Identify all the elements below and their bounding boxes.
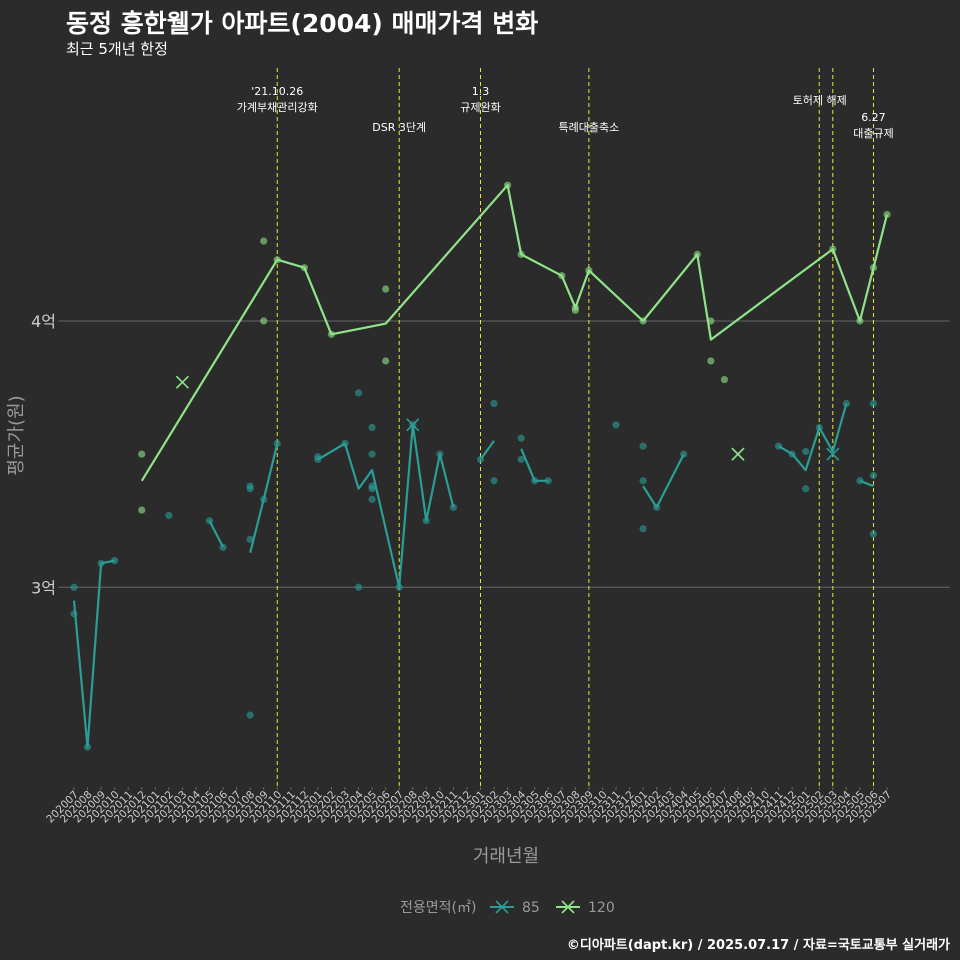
data-point — [368, 450, 376, 458]
data-point — [260, 317, 268, 325]
chart-subtitle: 최근 5개년 한정 — [66, 40, 168, 58]
data-point — [639, 525, 647, 533]
data-point — [517, 434, 525, 442]
legend-title: 전용면적(㎡) — [400, 900, 476, 916]
data-point — [612, 421, 620, 429]
series-line — [140, 184, 889, 482]
data-point — [354, 583, 363, 591]
x-axis-title: 거래년월 — [473, 846, 539, 867]
event-label: 가계부채관리강화 — [237, 101, 318, 114]
data-point — [707, 357, 715, 365]
series-85 — [70, 389, 878, 751]
data-point — [639, 442, 647, 450]
data-point — [517, 455, 525, 464]
event-label: 1.3 — [472, 85, 490, 98]
data-point — [802, 485, 810, 493]
data-point — [246, 711, 254, 719]
single-marker — [826, 447, 840, 461]
y-tick-label: 4억 — [31, 312, 56, 331]
event-label: DSR 3단계 — [372, 121, 426, 134]
data-point — [869, 530, 878, 538]
single-marker — [731, 447, 745, 461]
data-point — [490, 477, 498, 485]
legend-key-marker — [561, 900, 575, 914]
data-point — [382, 285, 390, 293]
data-point — [639, 477, 647, 485]
legend-label: 120 — [588, 900, 615, 916]
data-point — [571, 306, 579, 314]
legend-label: 85 — [522, 900, 540, 916]
data-point — [869, 471, 878, 480]
data-point — [490, 399, 498, 408]
series-line — [520, 448, 549, 482]
series-line — [642, 453, 685, 509]
y-tick-label: 3억 — [31, 578, 56, 597]
event-label: 대출규제 — [853, 127, 893, 140]
single-marker — [175, 375, 189, 389]
series-line — [479, 440, 495, 461]
data-point — [368, 495, 376, 503]
series-line — [859, 479, 874, 488]
series-line — [317, 423, 455, 589]
data-point — [138, 506, 146, 514]
data-point — [802, 447, 810, 456]
chart-title: 동정 흥한웰가 아파트(2004) 매매가격 변화 — [66, 9, 539, 38]
y-axis-title: 평균가(원) — [6, 395, 27, 475]
data-point — [260, 237, 268, 245]
data-point — [883, 210, 891, 219]
series-120 — [138, 181, 891, 514]
event-label: 토허제 해제 — [793, 93, 847, 107]
series-line — [249, 443, 279, 553]
data-point — [368, 423, 376, 432]
series-line — [208, 520, 225, 548]
data-point — [368, 485, 376, 493]
data-point — [273, 439, 281, 448]
data-point — [165, 511, 173, 519]
data-point — [246, 485, 254, 493]
data-point — [869, 399, 878, 408]
legend: 전용면적(㎡) 85 120 — [400, 900, 615, 916]
data-point — [138, 450, 146, 458]
event-label: 규제완화 — [460, 101, 500, 114]
data-point — [354, 389, 363, 397]
data-point — [246, 535, 254, 543]
data-point — [382, 357, 390, 365]
event-label: 특례대출축소 — [559, 121, 620, 134]
single-marker — [406, 418, 420, 432]
event-label: 6.27 — [861, 111, 886, 124]
event-label: '21.10.26 — [251, 85, 303, 98]
source-caption: ©디아파트(dapt.kr) / 2025.07.17 / 자료=국토교통부 실… — [566, 938, 950, 953]
series-line — [72, 559, 115, 749]
legend-key-marker — [495, 900, 509, 914]
data-point — [70, 583, 78, 591]
data-point — [720, 375, 729, 384]
series-line — [778, 403, 848, 472]
